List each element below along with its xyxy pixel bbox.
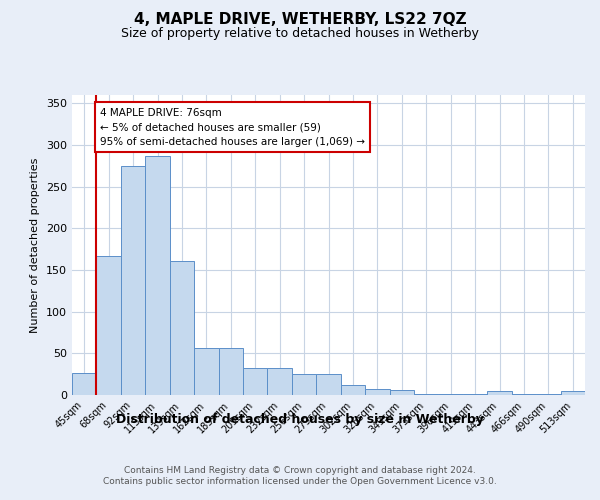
Bar [97, 256, 121, 395]
Bar [218, 348, 243, 395]
Bar [463, 394, 487, 395]
Bar [292, 374, 316, 395]
Bar [389, 390, 414, 395]
Bar [536, 394, 560, 395]
Text: Size of property relative to detached houses in Wetherby: Size of property relative to detached ho… [121, 28, 479, 40]
Bar [365, 389, 389, 395]
Bar [268, 368, 292, 395]
Bar [487, 391, 512, 395]
Bar [145, 156, 170, 395]
Bar [194, 348, 218, 395]
Bar [170, 261, 194, 395]
Bar [72, 372, 97, 395]
Bar [243, 368, 268, 395]
Bar [512, 394, 536, 395]
Bar [121, 166, 145, 395]
Bar [560, 391, 585, 395]
Bar [316, 374, 341, 395]
Text: Distribution of detached houses by size in Wetherby: Distribution of detached houses by size … [116, 412, 484, 426]
Text: Contains HM Land Registry data © Crown copyright and database right 2024.: Contains HM Land Registry data © Crown c… [124, 466, 476, 475]
Text: 4 MAPLE DRIVE: 76sqm
← 5% of detached houses are smaller (59)
95% of semi-detach: 4 MAPLE DRIVE: 76sqm ← 5% of detached ho… [100, 108, 365, 147]
Bar [414, 394, 439, 395]
Bar [341, 385, 365, 395]
Text: 4, MAPLE DRIVE, WETHERBY, LS22 7QZ: 4, MAPLE DRIVE, WETHERBY, LS22 7QZ [134, 12, 466, 28]
Y-axis label: Number of detached properties: Number of detached properties [31, 158, 40, 332]
Bar [439, 394, 463, 395]
Text: Contains public sector information licensed under the Open Government Licence v3: Contains public sector information licen… [103, 478, 497, 486]
